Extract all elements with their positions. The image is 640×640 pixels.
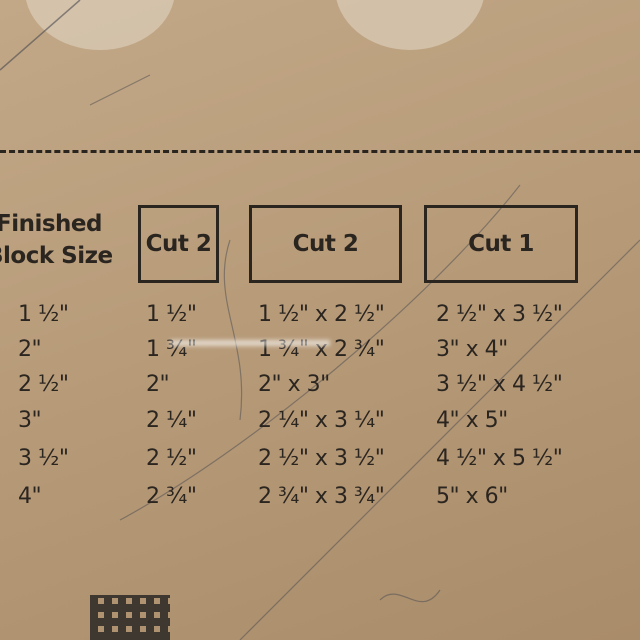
square-cut-cell: 2 ¾" bbox=[146, 484, 197, 509]
finished-size-cell: 2 ½" bbox=[18, 372, 69, 397]
rect-cut-cell: 1 ½" x 2 ½" bbox=[258, 302, 385, 327]
large-rect-cut-cell: 2 ½" x 3 ½" bbox=[436, 302, 563, 327]
finished-size-header-line2: Block Size bbox=[0, 243, 113, 269]
rect-cut-cell: 2" x 3" bbox=[258, 372, 330, 397]
rect-cut-cell: 2 ¾" x 3 ¾" bbox=[258, 484, 385, 509]
square-cut-cell: 2 ½" bbox=[146, 446, 197, 471]
large-rect-cut-cell: 3 ½" x 4 ½" bbox=[436, 372, 563, 397]
rect-cut-cell: 2 ½" x 3 ½" bbox=[258, 446, 385, 471]
finished-size-cell: 2" bbox=[18, 337, 42, 362]
dashed-line bbox=[0, 150, 640, 153]
light-glare bbox=[170, 340, 330, 346]
large-rect-cut-cell: 5" x 6" bbox=[436, 484, 508, 509]
square-cut-cell: 2 ¼" bbox=[146, 408, 197, 433]
finished-size-cell: 3 ½" bbox=[18, 446, 69, 471]
finished-size-cell: 1 ½" bbox=[18, 302, 69, 327]
cut-box-3: Cut 1 bbox=[424, 205, 578, 283]
finished-size-cell: 4" bbox=[18, 484, 42, 509]
rect-cut-cell: 2 ¼" x 3 ¼" bbox=[258, 408, 385, 433]
finished-size-header-line1: Finished bbox=[0, 211, 102, 237]
qr-code bbox=[90, 595, 170, 640]
square-cut-cell: 1 ½" bbox=[146, 302, 197, 327]
large-rect-cut-cell: 4 ½" x 5 ½" bbox=[436, 446, 563, 471]
large-rect-cut-cell: 4" x 5" bbox=[436, 408, 508, 433]
finished-size-cell: 3" bbox=[18, 408, 42, 433]
cut-box-1: Cut 2 bbox=[138, 205, 219, 283]
large-rect-cut-cell: 3" x 4" bbox=[436, 337, 508, 362]
square-cut-cell: 2" bbox=[146, 372, 170, 397]
cut-box-2: Cut 2 bbox=[249, 205, 402, 283]
